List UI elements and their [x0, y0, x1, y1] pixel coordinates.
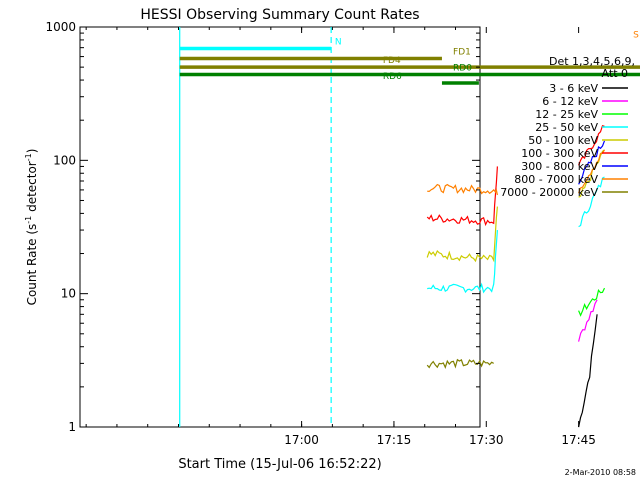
legend-label: 100 - 300 keV [521, 147, 598, 160]
y-axis-label-sup1: -1 [24, 216, 33, 224]
series-line [426, 206, 498, 263]
series-line [578, 176, 605, 228]
series-line [426, 358, 494, 369]
series-line [427, 230, 498, 294]
plot-frame [79, 26, 481, 428]
legend-label: 12 - 25 keV [535, 108, 598, 121]
x-tick-label: 17:15 [377, 433, 412, 447]
y-axis-label: Count Rate (s-1 detector-1) [24, 149, 39, 306]
series-line [426, 166, 498, 227]
series-line [578, 140, 606, 185]
y-tick-label: 100 [53, 153, 76, 167]
y-axis: 1 10 100 1000 [45, 20, 480, 434]
series-line [578, 149, 606, 194]
y-axis-label-end: ) [25, 149, 39, 154]
x-tick-label: 17:30 [469, 433, 504, 447]
flag-bars: N FD1 FD4 RD0 RD6 S [179, 30, 640, 85]
flag-label: RD0 [453, 64, 472, 74]
flag-label: S [633, 30, 639, 40]
vertical-markers [179, 27, 332, 427]
series-line [578, 314, 598, 428]
flag-label: RD6 [383, 72, 402, 82]
y-axis-label-mid: detector [25, 161, 39, 216]
series-line [578, 299, 598, 342]
footer-date: 2-Mar-2010 08:58 [565, 468, 636, 477]
legend-header-line1: Det 1,3,4,5,6,9, [549, 55, 635, 68]
legend-label: 800 - 7000 keV [514, 173, 598, 186]
legend-label: 6 - 12 keV [542, 95, 598, 108]
legend-label: 3 - 6 keV [549, 82, 598, 95]
series-layer [426, 124, 606, 428]
y-tick-label: 1000 [45, 20, 76, 34]
legend-label: 50 - 100 keV [528, 134, 598, 147]
series-line [578, 287, 606, 317]
y-axis-label-main: Count Rate (s [25, 224, 39, 306]
y-tick-label: 10 [61, 287, 76, 301]
legend-header-line2: Att 0 [602, 67, 628, 80]
x-tick-label: 17:00 [284, 433, 319, 447]
x-tick-label: 17:45 [561, 433, 596, 447]
x-axis-label: Start Time (15-Jul-06 16:52:22) [178, 457, 381, 472]
flag-label: FD1 [453, 48, 471, 58]
y-axis-label-sup2: -1 [24, 153, 33, 161]
legend-label: 300 - 800 keV [521, 160, 598, 173]
legend-label: 25 - 50 keV [535, 121, 598, 134]
chart-title: HESSI Observing Summary Count Rates [140, 7, 419, 23]
y-tick-label: 1 [68, 420, 76, 434]
flag-label: N [335, 37, 342, 47]
flag-label: FD4 [383, 56, 401, 66]
series-line [427, 183, 498, 196]
legend-label: 7000 - 20000 keV [500, 186, 598, 199]
series-line [578, 124, 605, 166]
